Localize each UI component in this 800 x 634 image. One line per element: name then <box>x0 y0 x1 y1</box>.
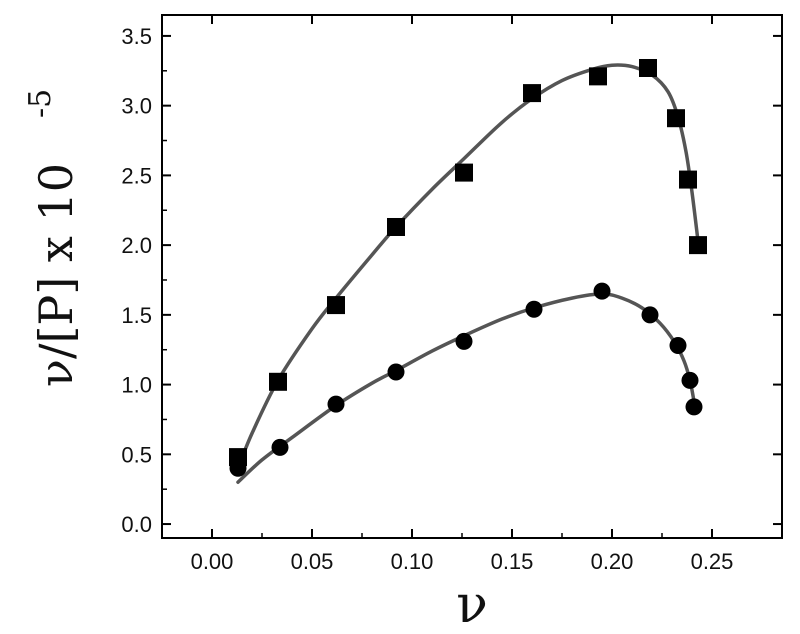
circle-marker <box>641 306 659 324</box>
x-tick-label: 0.05 <box>291 549 334 574</box>
x-tick-label: 0.20 <box>591 549 634 574</box>
x-tick-label: 0.15 <box>491 549 534 574</box>
square-marker <box>689 236 707 255</box>
y-axis: 0.0 0.5 1.0 1.5 2.0 2.5 3.0 3.5 <box>121 24 782 537</box>
circle-marker <box>387 363 405 381</box>
circle-marker <box>593 282 611 300</box>
circle-marker <box>229 459 247 477</box>
plot-frame <box>161 14 783 539</box>
circle-marker <box>525 300 543 318</box>
square-marker <box>679 170 697 189</box>
y-tick-label: 0.0 <box>121 512 152 537</box>
y-tick-label: 0.5 <box>121 442 152 467</box>
circle-marker <box>681 371 699 389</box>
circle-marker <box>271 438 289 456</box>
circle-marker <box>685 398 703 416</box>
fit-curve <box>236 63 700 471</box>
x-axis-label: ν <box>456 575 488 634</box>
square-marker <box>523 84 541 103</box>
x-tick-label: 0.10 <box>391 549 434 574</box>
x-tick-label: 0.25 <box>691 549 734 574</box>
circle-marker <box>455 332 473 350</box>
square-marker <box>667 109 685 128</box>
x-tick-label: 0.00 <box>191 549 234 574</box>
square-marker <box>455 163 473 182</box>
circle-marker <box>669 337 687 355</box>
square-marker <box>269 372 287 391</box>
square-marker <box>639 58 657 77</box>
y-tick-label: 1.0 <box>121 373 152 398</box>
x-axis: 0.00 0.05 0.10 0.15 0.20 0.25 <box>191 15 734 574</box>
y-tick-label: 1.5 <box>121 303 152 328</box>
y-tick-label: 3.5 <box>121 24 152 49</box>
square-marker <box>387 217 405 236</box>
y-tick-label: 3.0 <box>121 94 152 119</box>
y-axis-label-group: ν/[P] x 10 -5 <box>23 89 83 387</box>
y-tick-label: 2.0 <box>121 233 152 258</box>
square-marker <box>589 67 607 86</box>
circle-marker <box>327 395 345 413</box>
y-tick-label: 2.5 <box>121 163 152 188</box>
square-marker <box>327 296 345 315</box>
fit-curves <box>236 63 700 484</box>
fit-curve <box>236 292 696 484</box>
y-axis-label-exponent: -5 <box>23 89 58 118</box>
y-axis-label: ν/[P] x 10 <box>29 163 83 387</box>
data-markers <box>229 58 707 477</box>
